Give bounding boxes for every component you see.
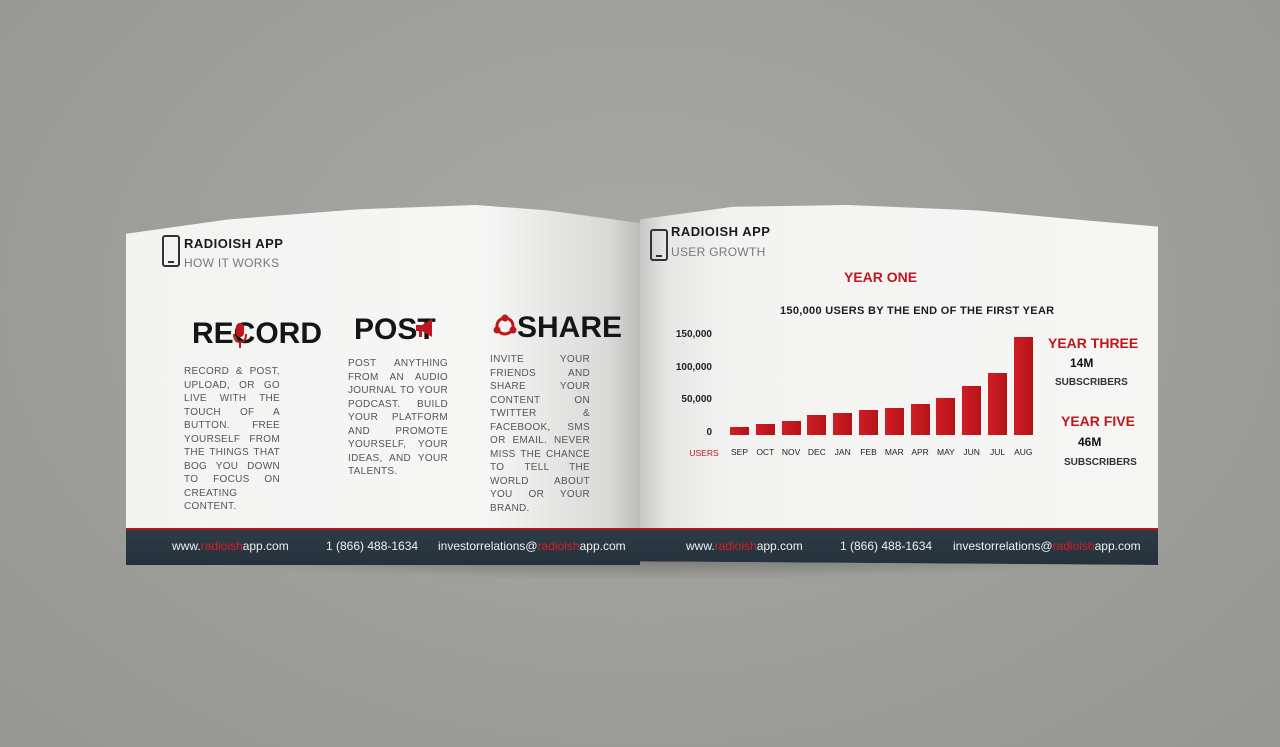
footer-email-link[interactable]: investorrelations@radioishapp.com	[438, 539, 626, 553]
feature-text-share: Invite your friends and share your conte…	[490, 354, 590, 514]
x-tick-label: JAN	[834, 447, 851, 457]
bar-nov	[781, 420, 801, 435]
x-tick-label: MAR	[884, 447, 904, 457]
bar-mar	[884, 407, 904, 435]
footer-phone: 1 (866) 488-1634	[840, 539, 933, 553]
year-five-unit: SUBSCRIBERS	[1064, 457, 1137, 468]
x-tick-label: DEC	[807, 447, 826, 457]
footer-email-link[interactable]: investorrelations@radioishapp.com	[953, 539, 1141, 553]
web-prefix: www.	[686, 539, 715, 553]
megaphone-icon	[416, 319, 432, 337]
bar-jan	[833, 413, 853, 435]
chart-subtitle: 150,000 USERS BY THE END OF THE FIRST YE…	[780, 305, 1055, 317]
feature-text-record: Record & post, upload, or go live with t…	[184, 366, 280, 512]
phone-icon	[162, 235, 180, 267]
x-tick-label: APR	[911, 447, 929, 457]
x-tick-label: SEP	[730, 447, 748, 457]
bar-jun	[962, 386, 982, 435]
y-tick-label: 150,000	[675, 329, 712, 340]
y-tick-label: 0	[706, 427, 712, 438]
right-page: RADIOISH APP USER GROWTH YEAR ONE 150,00…	[640, 205, 1158, 565]
x-tick-label: AUG	[1014, 447, 1033, 457]
x-axis-label: USERS	[689, 448, 719, 458]
year-three-unit: SUBSCRIBERS	[1055, 377, 1128, 388]
left-brand-title: RADIOISH APP	[184, 236, 284, 251]
web-brand: radioish	[714, 539, 757, 553]
footer-website-link[interactable]: www.radioishapp.com	[172, 539, 289, 553]
y-tick-label: 50,000	[681, 394, 712, 406]
web-prefix: www.	[172, 539, 201, 553]
year-five-label: YEAR FIVE	[1061, 413, 1135, 429]
feature-title-share: SHARE	[517, 311, 623, 344]
right-page-subtitle: USER GROWTH	[671, 245, 766, 259]
left-footer: www.radioishapp.com 1 (866) 488-1634 inv…	[126, 528, 640, 565]
bar-feb	[859, 410, 878, 435]
web-suffix: app.com	[242, 539, 289, 553]
email-suffix: app.com	[579, 539, 626, 553]
microphone-icon	[233, 323, 247, 348]
footer-website-link[interactable]: www.radioishapp.com	[686, 539, 803, 553]
bar-dec	[807, 415, 827, 435]
email-prefix: investorrelations@	[953, 539, 1053, 553]
bar-chart: SEP OCT NOV DEC JAN FEB MAR APR MAY JUN JUL AUG 0 50,…	[640, 205, 1158, 505]
feature-title-record: RECORD	[192, 317, 323, 350]
right-brand-title: RADIOISH APP	[671, 224, 771, 239]
right-footer: www.radioishapp.com 1 (866) 488-1634 inv…	[640, 528, 1158, 565]
left-page: RADIOISH APP HOW IT WORKS RECORD Record …	[126, 205, 640, 565]
chart-title: YEAR ONE	[844, 269, 918, 285]
share-icon	[493, 314, 517, 336]
x-tick-label: NOV	[781, 447, 801, 457]
web-brand: radioish	[200, 539, 243, 553]
bar-apr	[910, 404, 930, 435]
web-suffix: app.com	[756, 539, 803, 553]
bar-sep	[730, 427, 749, 435]
y-tick-label: 100,000	[675, 361, 712, 373]
email-prefix: investorrelations@	[438, 539, 538, 553]
email-suffix: app.com	[1094, 539, 1141, 553]
year-three-value: 14M	[1070, 356, 1094, 370]
email-brand: radioish	[537, 539, 580, 553]
feature-text-post: Post anything from an audio journal to y…	[348, 358, 448, 477]
x-tick-label: JUL	[989, 447, 1006, 457]
year-three-label: YEAR THREE	[1048, 335, 1139, 351]
x-tick-label: JUN	[963, 447, 980, 457]
x-tick-label: MAY	[936, 447, 955, 457]
bar-jul	[988, 372, 1007, 435]
x-tick-label: FEB	[860, 447, 877, 457]
year-five-value: 46M	[1078, 435, 1102, 449]
bar-aug	[1013, 337, 1033, 435]
phone-icon	[650, 229, 668, 261]
bar-may	[936, 397, 956, 435]
x-tick-label: OCT	[756, 447, 775, 457]
email-brand: radioish	[1052, 539, 1095, 553]
left-page-subtitle: HOW IT WORKS	[184, 256, 280, 270]
footer-phone: 1 (866) 488-1634	[326, 539, 419, 553]
bar-oct	[755, 423, 775, 435]
